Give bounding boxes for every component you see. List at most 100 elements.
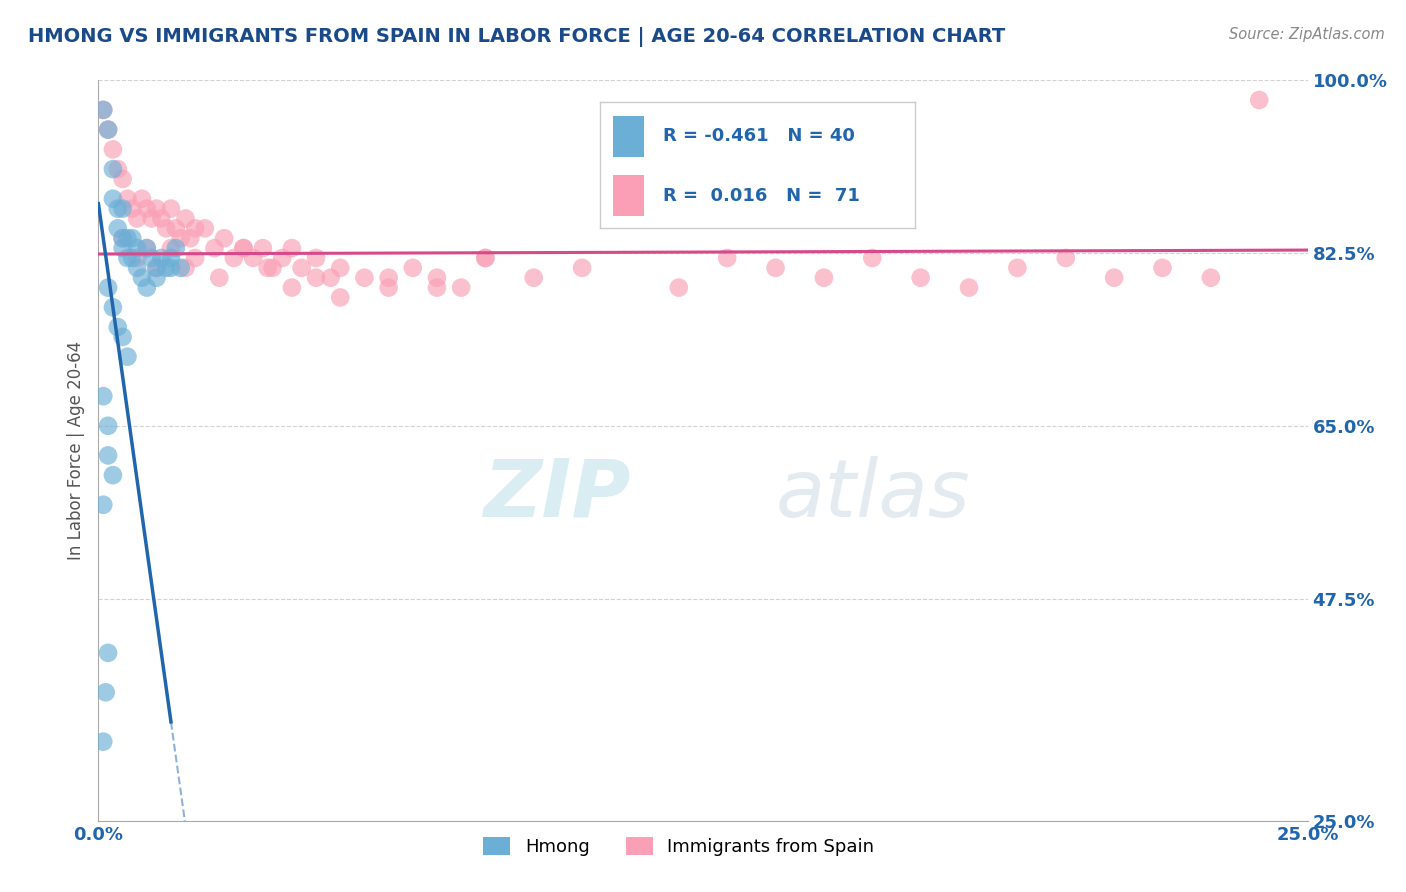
Point <box>101 162 124 177</box>
Point <box>145 270 167 285</box>
Text: HMONG VS IMMIGRANTS FROM SPAIN IN LABOR FORCE | AGE 20-64 CORRELATION CHART: HMONG VS IMMIGRANTS FROM SPAIN IN LABOR … <box>28 27 1005 46</box>
Point <box>222 251 245 265</box>
Point <box>97 122 120 136</box>
Point <box>111 231 134 245</box>
Point <box>127 211 149 226</box>
Text: atlas: atlas <box>776 456 970 534</box>
Point <box>141 251 163 265</box>
Point <box>145 260 167 275</box>
Point <box>174 260 197 275</box>
Point <box>174 211 197 226</box>
Point <box>957 280 980 294</box>
Point <box>111 202 134 216</box>
Point <box>150 211 173 226</box>
Point <box>1054 251 1077 265</box>
Point <box>165 241 187 255</box>
Point <box>813 270 835 285</box>
Point <box>353 270 375 285</box>
Point <box>91 389 114 403</box>
Point <box>101 192 124 206</box>
Point <box>111 172 134 186</box>
Point <box>523 270 546 285</box>
Point <box>160 260 183 275</box>
Point <box>155 221 177 235</box>
Point <box>127 251 149 265</box>
Point <box>305 270 328 285</box>
Point <box>135 202 157 216</box>
Point <box>1249 93 1271 107</box>
Point <box>145 260 167 275</box>
Point <box>160 251 183 265</box>
Point <box>194 221 217 235</box>
Point <box>426 270 449 285</box>
Point <box>107 202 129 216</box>
Point <box>117 231 139 245</box>
Point <box>169 260 191 275</box>
Point <box>179 231 201 245</box>
Point <box>1152 260 1174 275</box>
Point <box>91 103 114 117</box>
Point <box>101 468 124 483</box>
Point <box>290 260 312 275</box>
Point <box>208 270 231 285</box>
Point <box>91 734 114 748</box>
Point <box>107 221 129 235</box>
Point <box>117 192 139 206</box>
Point <box>117 251 139 265</box>
Point <box>97 646 120 660</box>
Point <box>377 280 399 294</box>
Point <box>127 241 149 255</box>
Point <box>1199 270 1222 285</box>
Point <box>160 241 183 255</box>
Point <box>160 202 183 216</box>
Point <box>256 260 278 275</box>
Point <box>135 280 157 294</box>
Point <box>135 241 157 255</box>
Point <box>474 251 496 265</box>
Point <box>329 260 352 275</box>
Point <box>474 251 496 265</box>
Point <box>107 320 129 334</box>
Point <box>97 418 120 433</box>
Point <box>571 260 593 275</box>
Point <box>101 301 124 315</box>
Point <box>91 103 114 117</box>
Point <box>450 280 472 294</box>
Point <box>1102 270 1125 285</box>
Point <box>94 685 117 699</box>
Point <box>117 350 139 364</box>
Point <box>232 241 254 255</box>
Point <box>860 251 883 265</box>
Text: Source: ZipAtlas.com: Source: ZipAtlas.com <box>1229 27 1385 42</box>
Point <box>121 231 143 245</box>
Point <box>402 260 425 275</box>
Point <box>101 142 124 156</box>
Point <box>232 241 254 255</box>
Point <box>281 241 304 255</box>
Point <box>212 231 235 245</box>
Point <box>204 241 226 255</box>
Point <box>127 260 149 275</box>
Point <box>111 330 134 344</box>
Point <box>131 192 153 206</box>
Point <box>169 231 191 245</box>
Point <box>668 280 690 294</box>
Point <box>97 280 120 294</box>
Point <box>910 270 932 285</box>
Point <box>242 251 264 265</box>
Point <box>305 251 328 265</box>
Point <box>155 260 177 275</box>
Point <box>252 241 274 255</box>
Point <box>271 251 294 265</box>
Point <box>765 260 787 275</box>
Point <box>329 290 352 304</box>
Point <box>150 251 173 265</box>
Point <box>716 251 738 265</box>
Point <box>97 449 120 463</box>
Point <box>91 498 114 512</box>
Y-axis label: In Labor Force | Age 20-64: In Labor Force | Age 20-64 <box>66 341 84 560</box>
Point <box>426 280 449 294</box>
Point <box>281 280 304 294</box>
Point <box>121 202 143 216</box>
Point <box>165 221 187 235</box>
